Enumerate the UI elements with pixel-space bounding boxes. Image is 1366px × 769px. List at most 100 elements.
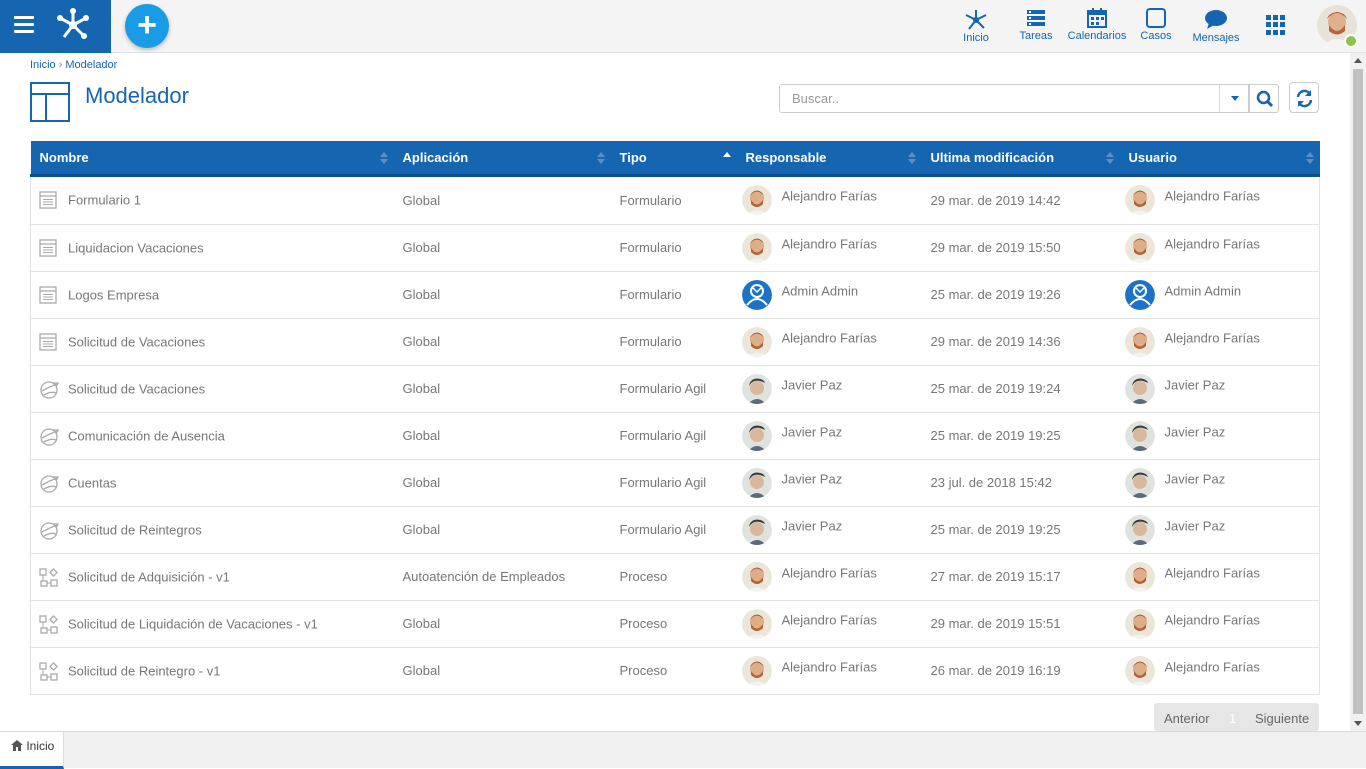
app-logo-icon[interactable] [56, 8, 90, 40]
column-header-usuario[interactable]: Usuario [1119, 141, 1320, 177]
cell-nombre[interactable]: Solicitud de Vacaciones [31, 365, 394, 412]
table-row[interactable]: Cuentas Global Formulario Agil Javier Paz 23… [30, 459, 1320, 506]
pager-prev-button[interactable]: Anterior [1164, 711, 1210, 726]
search-filter-dropdown[interactable] [1219, 84, 1249, 113]
calendar-icon [1087, 8, 1107, 28]
column-header-label: Nombre [39, 149, 89, 165]
scroll-down-arrow-icon[interactable] [1354, 721, 1362, 726]
table-row[interactable]: Solicitud de Vacaciones Global Formulario … [30, 365, 1320, 412]
nav-casos[interactable]: Casos [1136, 0, 1176, 53]
sort-icon [1305, 152, 1314, 164]
scroll-up-arrow-icon[interactable] [1354, 58, 1362, 63]
cell-nombre[interactable]: Liquidacion Vacaciones [31, 224, 394, 271]
table-row[interactable]: Solicitud de Vacaciones Global Formulario A… [30, 318, 1320, 365]
process-icon [39, 567, 58, 587]
cell-responsable: Alejandro Farías [737, 318, 922, 365]
cell-aplicacion: Global [402, 192, 441, 208]
model-name: Liquidacion Vacaciones [68, 240, 204, 255]
search-button[interactable] [1249, 84, 1279, 113]
cell-nombre[interactable]: Solicitud de Reintegro - v1 [31, 647, 394, 694]
agile-form-icon [39, 380, 60, 399]
breadcrumb-current[interactable]: Modelador [65, 59, 118, 71]
form-icon [39, 191, 57, 209]
tab-label: Inicio [26, 739, 55, 753]
table-row[interactable]: Logos Empresa Global Formulario Admin Admin… [30, 271, 1320, 318]
cell-tipo: Formulario [619, 334, 682, 349]
table-row[interactable]: Solicitud de Adquisición - v1 Autoatenció… [30, 553, 1320, 600]
user-name: Javier Paz [1164, 423, 1226, 439]
avatar [1124, 232, 1155, 263]
cell-nombre[interactable]: Logos Empresa [31, 271, 394, 318]
table-header-row: Nombre Aplicación Tipo Responsable Ultim… [30, 141, 1320, 177]
cell-nombre[interactable]: Comunicación de Ausencia [31, 412, 394, 459]
pager-next-button[interactable]: Siguiente [1255, 711, 1310, 726]
agile-form-icon [39, 427, 60, 446]
hamburger-menu-icon[interactable] [14, 16, 34, 34]
model-name: Formulario 1 [68, 192, 141, 208]
tab-inicio[interactable]: Inicio [0, 732, 64, 769]
column-header-label: Tipo [619, 149, 647, 165]
cell-ultima-modificacion: 29 mar. de 2019 14:42 [930, 192, 1061, 208]
cell-responsable: Alejandro Farías [737, 553, 922, 600]
column-header-ultima-modificacion[interactable]: Ultima modificación [921, 141, 1120, 177]
avatar [741, 608, 772, 639]
tasks-icon [1027, 10, 1045, 26]
nav-mensajes[interactable]: Mensajes [1190, 0, 1242, 53]
pager-current-page[interactable]: 1 [1229, 711, 1237, 726]
table-row[interactable]: Comunicación de Ausencia Global Formulario… [30, 412, 1320, 459]
cell-aplicacion: Global [402, 381, 441, 396]
cell-tipo: Formulario [619, 192, 682, 208]
user-name: Alejandro Farías [1164, 658, 1260, 674]
cell-nombre[interactable]: Solicitud de Vacaciones [31, 318, 394, 365]
cell-responsable: Alejandro Farías [737, 224, 922, 271]
refresh-button[interactable] [1289, 82, 1319, 113]
modeler-layout-icon [30, 82, 70, 122]
cell-nombre[interactable]: Solicitud de Adquisición - v1 [31, 553, 394, 600]
avatar [1124, 373, 1155, 404]
scrollbar-thumb[interactable] [1353, 69, 1363, 714]
avatar [741, 420, 772, 451]
cell-usuario: Alejandro Farías [1120, 600, 1320, 647]
cell-ultima-modificacion: 25 mar. de 2019 19:25 [930, 522, 1061, 537]
column-header-label: Usuario [1128, 149, 1177, 165]
add-button[interactable]: + [125, 4, 169, 48]
table-row[interactable]: Solicitud de Reintegro - v1 Global Proceso… [30, 647, 1320, 694]
cell-usuario: Alejandro Farías [1120, 175, 1320, 224]
table-row[interactable]: Formulario 1 Global Formulario Alejandro Fa… [30, 175, 1320, 224]
nav-tareas[interactable]: Tareas [1016, 0, 1056, 53]
owner-name: Alejandro Farías [781, 564, 877, 580]
apps-grid-icon[interactable] [1266, 15, 1286, 35]
cell-nombre[interactable]: Cuentas [31, 459, 394, 506]
column-header-nombre[interactable]: Nombre [30, 141, 394, 177]
avatar [741, 561, 772, 592]
form-icon [39, 332, 57, 351]
table-row[interactable]: Liquidacion Vacaciones Global Formulario Al… [30, 224, 1320, 271]
breadcrumb-home-link[interactable]: Inicio [30, 59, 56, 71]
cell-nombre[interactable]: Formulario 1 [31, 175, 394, 224]
table-row[interactable]: Solicitud de Reintegros Global Formulario … [30, 506, 1320, 553]
home-icon [11, 740, 23, 751]
cell-ultima-modificacion: 27 mar. de 2019 15:17 [930, 569, 1061, 584]
column-header-tipo[interactable]: Tipo [610, 141, 737, 177]
table-row[interactable]: Solicitud de Liquidación de Vacaciones -… [30, 600, 1320, 647]
cell-nombre[interactable]: Solicitud de Reintegros [31, 506, 394, 553]
user-name: Javier Paz [1164, 517, 1226, 533]
nav-calendarios[interactable]: Calendarios [1066, 0, 1128, 53]
cell-aplicacion: Global [402, 428, 441, 443]
user-name: Alejandro Farías [1164, 611, 1260, 627]
model-name: Logos Empresa [68, 287, 160, 302]
cell-responsable: Alejandro Farías [737, 175, 922, 224]
agile-form-icon [39, 521, 60, 540]
nav-inicio[interactable]: Inicio [956, 0, 996, 53]
column-header-label: Ultima modificación [930, 149, 1055, 165]
column-header-aplicacion[interactable]: Aplicación [393, 141, 611, 177]
cell-usuario: Alejandro Farías [1120, 647, 1320, 694]
model-name: Cuentas [68, 475, 117, 490]
column-header-responsable[interactable]: Responsable [736, 141, 922, 177]
cell-usuario: Admin Admin [1120, 271, 1320, 318]
search-input[interactable] [779, 84, 1220, 113]
user-name: Javier Paz [1164, 376, 1226, 392]
cell-nombre[interactable]: Solicitud de Liquidación de Vacaciones -… [31, 600, 394, 647]
vertical-scrollbar[interactable] [1350, 53, 1366, 732]
model-name: Comunicación de Ausencia [68, 428, 225, 443]
